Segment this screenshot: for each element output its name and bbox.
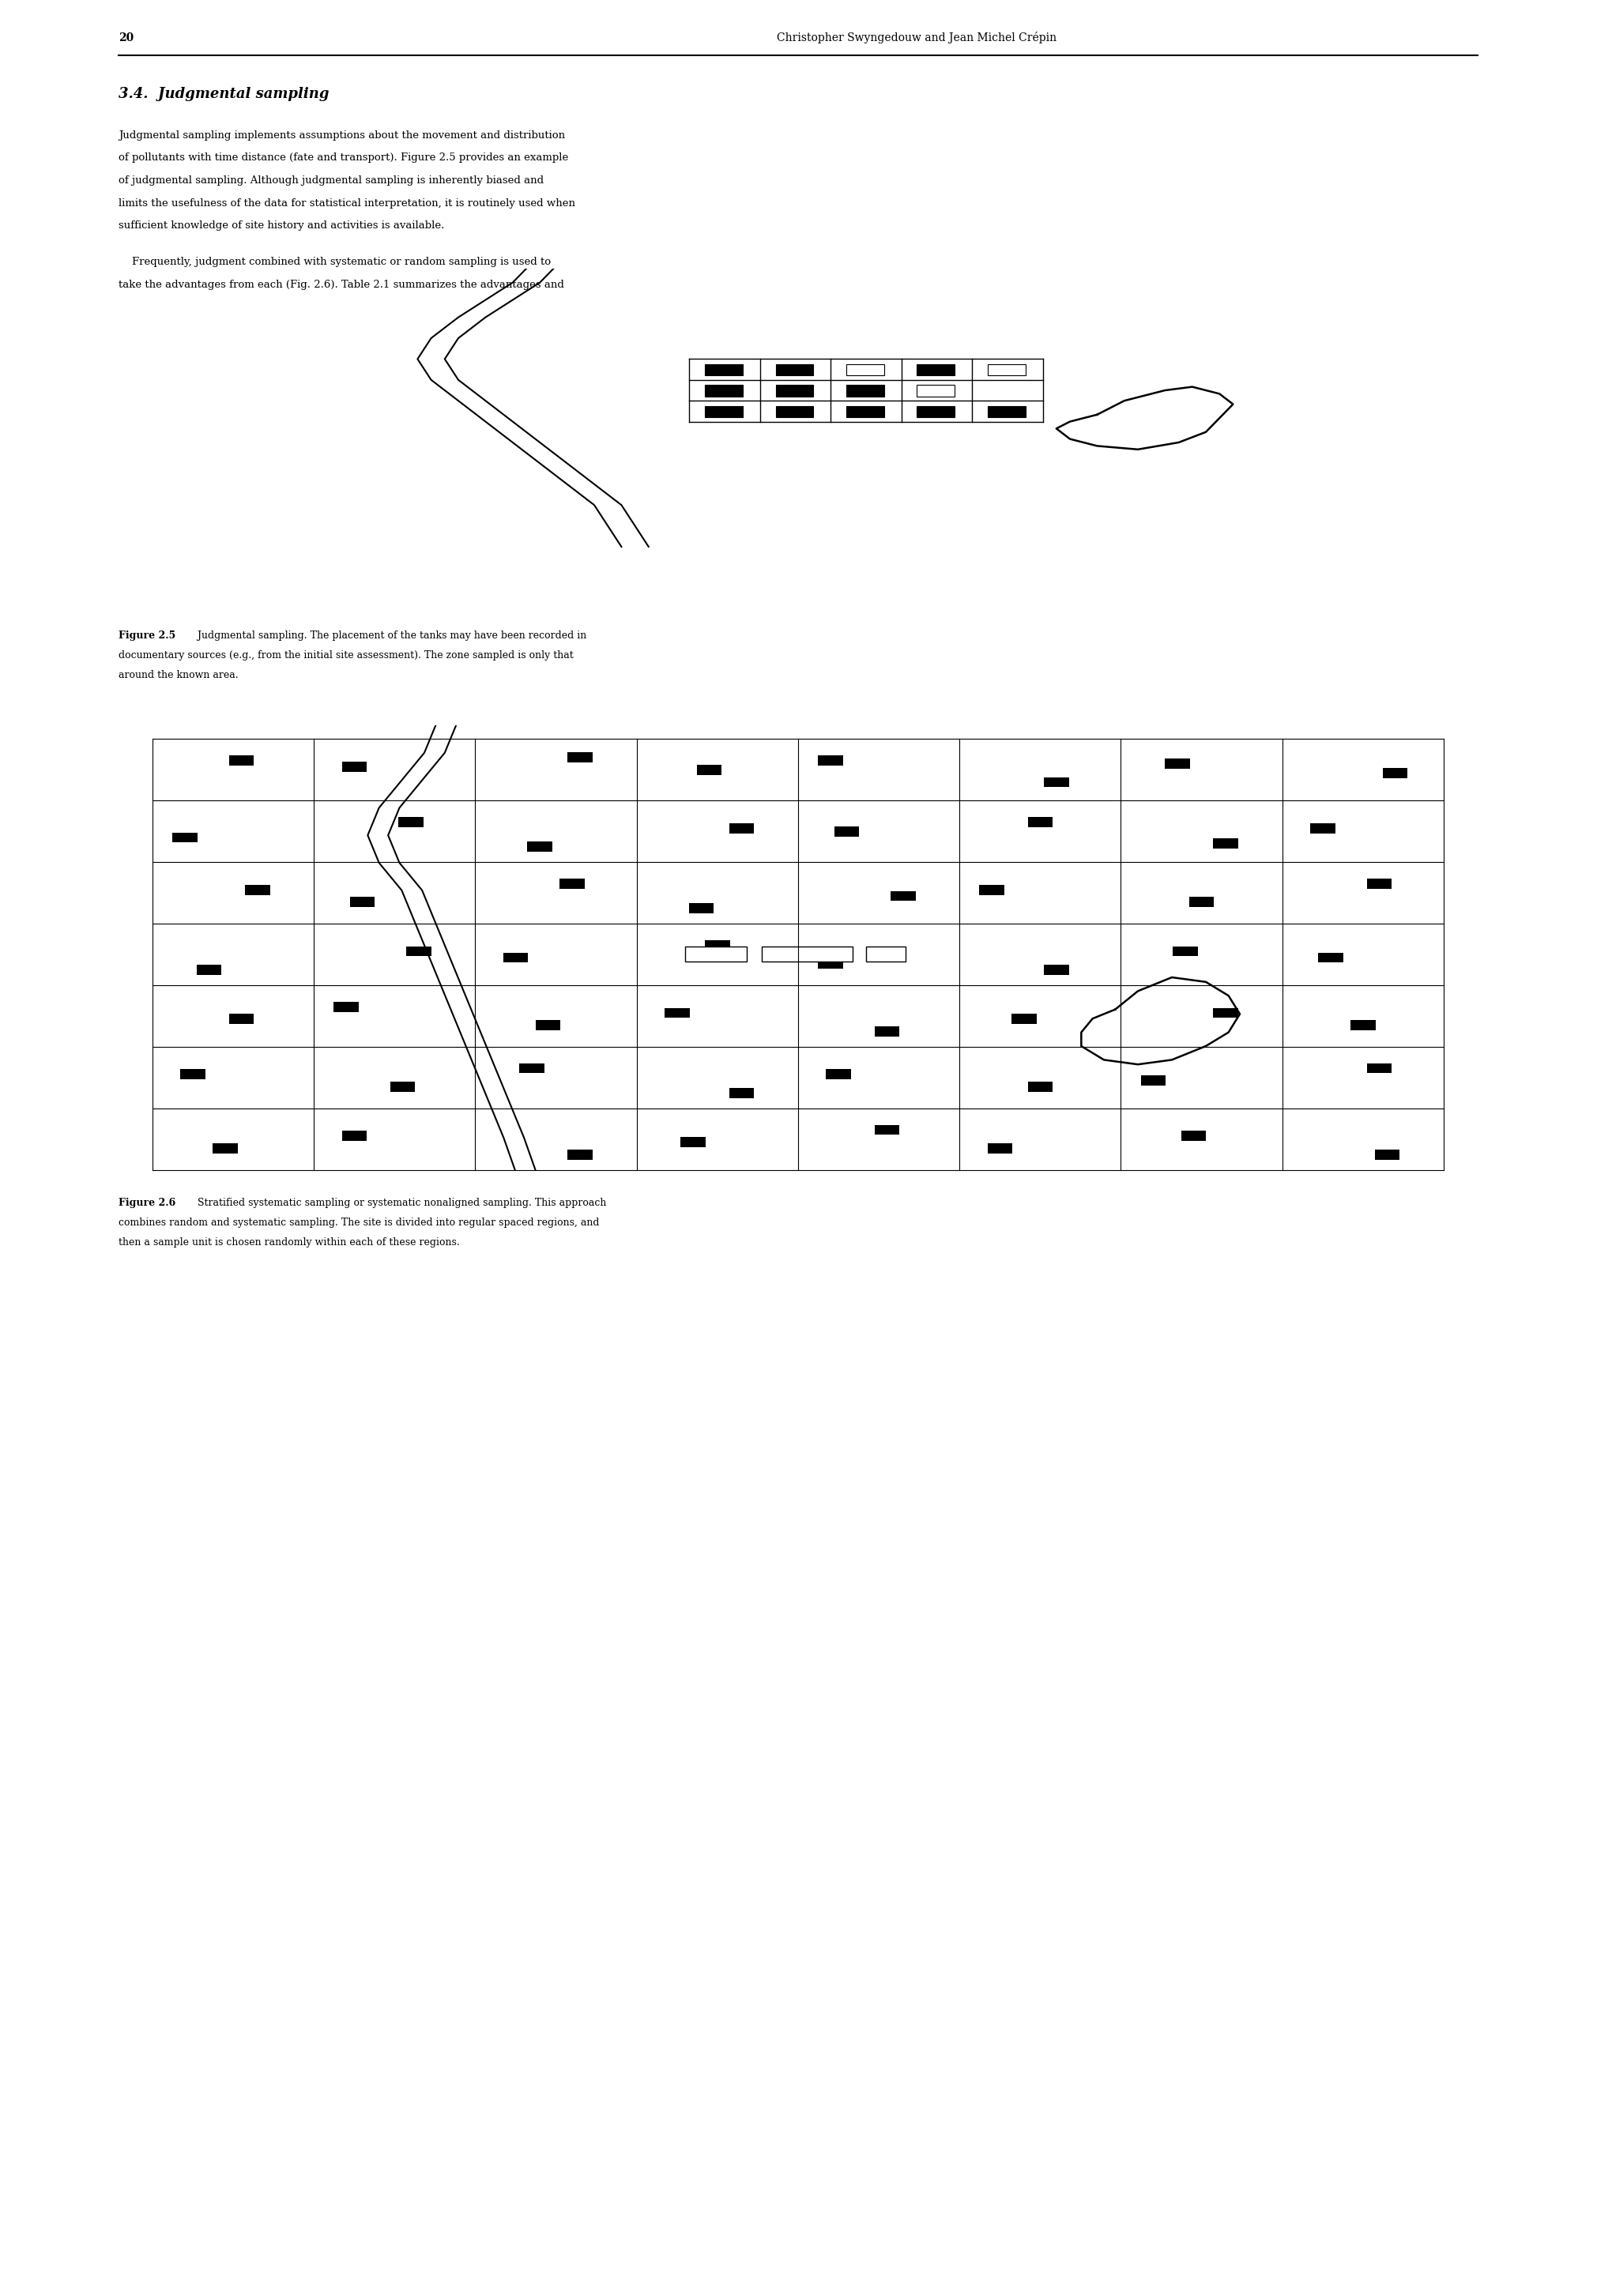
Bar (569, 753, 592, 762)
Bar (1164, 758, 1190, 769)
Bar (704, 939, 730, 951)
Bar (1214, 1008, 1238, 1017)
Bar (685, 946, 747, 962)
Bar (818, 960, 843, 969)
Text: combines random and systematic sampling. The site is divided into regular spaced: combines random and systematic sampling.… (118, 1217, 599, 1228)
Bar (1182, 1132, 1206, 1141)
Bar (519, 1063, 545, 1072)
Bar (1367, 879, 1391, 889)
Bar (688, 902, 714, 914)
Text: 20: 20 (118, 32, 134, 44)
Text: Figure 2.5: Figure 2.5 (118, 631, 176, 641)
Text: Stratified systematic sampling or systematic nonaligned sampling. This approach: Stratified systematic sampling or system… (192, 1199, 607, 1208)
Bar (244, 884, 270, 895)
Bar (228, 1015, 254, 1024)
Bar (818, 755, 843, 765)
Bar (846, 386, 885, 397)
Bar (826, 1070, 851, 1079)
Bar (527, 843, 553, 852)
Bar (680, 1137, 706, 1148)
Bar (987, 406, 1025, 418)
Bar (664, 1008, 690, 1017)
Bar (979, 884, 1005, 895)
Text: take the advantages from each (Fig. 2.6). Table 2.1 summarizes the advantages an: take the advantages from each (Fig. 2.6)… (118, 280, 564, 289)
Bar (917, 386, 955, 397)
Bar (1214, 838, 1238, 850)
Bar (1011, 1015, 1036, 1024)
Bar (704, 386, 743, 397)
Text: of pollutants with time distance (fate and transport). Figure 2.5 provides an ex: of pollutants with time distance (fate a… (118, 154, 569, 163)
Bar (172, 833, 198, 843)
Text: Christopher Swyngedouw and Jean Michel Crépin: Christopher Swyngedouw and Jean Michel C… (778, 32, 1057, 44)
Bar (342, 1132, 367, 1141)
Bar (762, 946, 853, 962)
Bar (891, 891, 915, 900)
Bar (1375, 1150, 1399, 1159)
Bar (1028, 817, 1052, 827)
Bar (390, 1081, 415, 1093)
Text: 3.4.  Judgmental sampling: 3.4. Judgmental sampling (118, 87, 329, 101)
Bar (334, 1001, 359, 1013)
Bar (704, 406, 743, 418)
Bar (1028, 1081, 1052, 1093)
Bar (1190, 898, 1214, 907)
Bar (834, 827, 859, 836)
Text: around the known area.: around the known area. (118, 670, 238, 680)
Bar (730, 824, 754, 833)
Text: Figure 2.6: Figure 2.6 (118, 1199, 176, 1208)
Bar (776, 386, 813, 397)
Text: limits the usefulness of the data for statistical interpretation, it is routinel: limits the usefulness of the data for st… (118, 197, 575, 209)
Bar (398, 817, 423, 827)
Text: Judgmental sampling. The placement of the tanks may have been recorded in: Judgmental sampling. The placement of th… (192, 631, 586, 641)
Bar (776, 365, 813, 377)
Bar (212, 1143, 238, 1153)
Bar (180, 1070, 206, 1079)
Text: Frequently, judgment combined with systematic or random sampling is used to: Frequently, judgment combined with syste… (118, 257, 551, 266)
Bar (196, 964, 222, 976)
Bar (866, 946, 905, 962)
Text: of judgmental sampling. Although judgmental sampling is inherently biased and: of judgmental sampling. Although judgmen… (118, 174, 543, 186)
Bar (875, 1125, 899, 1134)
Text: then a sample unit is chosen randomly within each of these regions.: then a sample unit is chosen randomly wi… (118, 1238, 460, 1247)
Bar (342, 762, 367, 771)
Bar (704, 365, 743, 377)
Bar (1310, 824, 1335, 833)
Bar (569, 1150, 592, 1159)
Bar (1367, 1063, 1391, 1072)
Bar (406, 946, 431, 957)
Bar (1140, 1075, 1166, 1086)
Bar (1383, 767, 1407, 778)
Bar (535, 1019, 561, 1031)
Text: documentary sources (e.g., from the initial site assessment). The zone sampled i: documentary sources (e.g., from the init… (118, 650, 573, 661)
Bar (730, 1088, 754, 1097)
Bar (846, 365, 885, 377)
Text: sufficient knowledge of site history and activities is available.: sufficient knowledge of site history and… (118, 220, 444, 230)
Bar (503, 953, 529, 962)
Bar (875, 1026, 899, 1035)
Bar (776, 406, 813, 418)
Bar (1174, 946, 1198, 957)
Bar (559, 879, 585, 889)
Bar (350, 898, 375, 907)
Bar (1318, 953, 1343, 962)
Bar (987, 365, 1025, 377)
Bar (696, 765, 722, 774)
Bar (1044, 964, 1068, 976)
Bar (987, 1143, 1012, 1153)
Bar (1351, 1019, 1375, 1031)
Bar (228, 755, 254, 765)
Bar (917, 406, 955, 418)
Bar (846, 406, 885, 418)
Text: Judgmental sampling implements assumptions about the movement and distribution: Judgmental sampling implements assumptio… (118, 131, 565, 140)
Bar (1044, 776, 1068, 788)
Bar (917, 365, 955, 377)
